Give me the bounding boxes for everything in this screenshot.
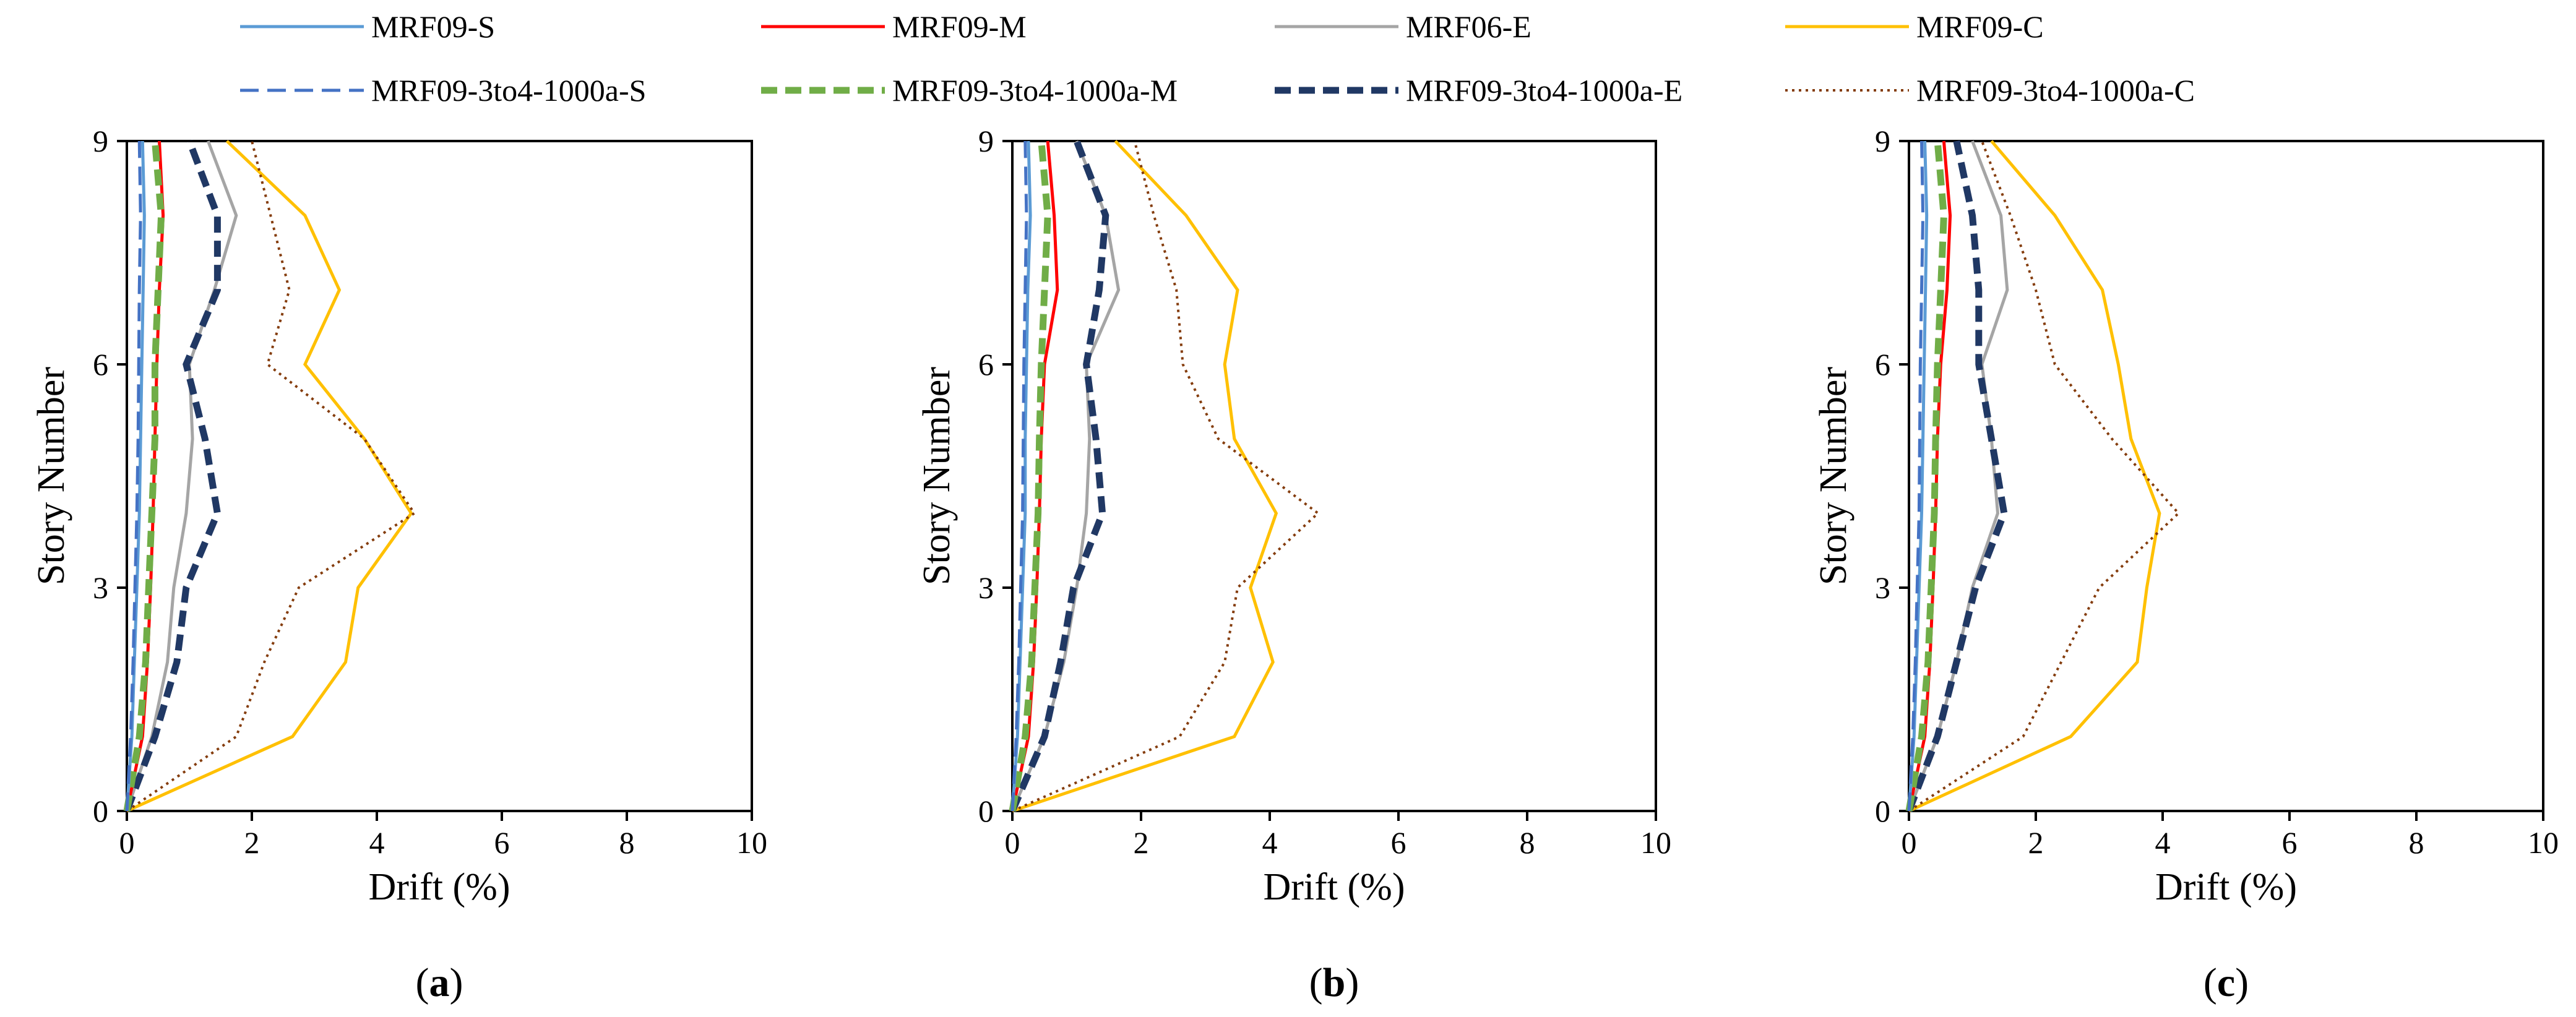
x-tick-label: 4 bbox=[1262, 825, 1278, 860]
x-tick-label: 2 bbox=[2028, 825, 2044, 860]
x-tick-label: 10 bbox=[1640, 825, 1671, 860]
x-tick-label: 10 bbox=[2528, 825, 2559, 860]
x-tick-label: 0 bbox=[1005, 825, 1020, 860]
panel-c: 0 2 4 6 8 10 0 3 6 9 Drift (%) Story Number (c) bbox=[1812, 124, 2559, 1005]
panel-caption: (b) bbox=[1309, 960, 1359, 1005]
x-axis-label: Drift (%) bbox=[369, 866, 510, 908]
legend-label-mrf06-e: MRF06-E bbox=[1406, 9, 1531, 44]
y-tick-label: 0 bbox=[93, 794, 108, 828]
y-tick-label: 9 bbox=[93, 124, 108, 158]
series-lines bbox=[1009, 140, 1320, 813]
series-lines bbox=[123, 140, 416, 813]
panels: 0 2 4 6 8 10 0 3 6 9 Drift (%) Story Number (a) 0 2 4 6 8… bbox=[30, 124, 2559, 1005]
x-tick-label: 8 bbox=[1520, 825, 1535, 860]
legend-label-mrf09-m: MRF09-M bbox=[892, 9, 1027, 44]
x-tick-label: 0 bbox=[119, 825, 135, 860]
series-line-mrf09-c bbox=[1012, 140, 1278, 813]
legend-label-mrf09-3to4-1000a-m: MRF09-3to4-1000a-M bbox=[892, 73, 1178, 108]
legend-label-mrf09-3to4-1000a-c: MRF09-3to4-1000a-C bbox=[1916, 73, 2195, 108]
panel-caption: (c) bbox=[2203, 960, 2249, 1005]
series-line-mrf09-c bbox=[1908, 140, 2161, 813]
x-tick-label: 4 bbox=[369, 825, 385, 860]
x-tick-label: 6 bbox=[2282, 825, 2298, 860]
legend-label-mrf09-3to4-1000a-e: MRF09-3to4-1000a-E bbox=[1406, 73, 1682, 108]
panel-b: 0 2 4 6 8 10 0 3 6 9 Drift (%) Story Number (b) bbox=[916, 124, 1671, 1005]
legend-label-mrf09-c: MRF09-C bbox=[1916, 9, 2044, 44]
series-lines bbox=[1905, 140, 2181, 813]
plot-frame bbox=[126, 140, 753, 812]
series-line-mrf09-3to4-1000a-m bbox=[1009, 140, 1051, 812]
legend-entry-mrf09-3to4-1000a-c: MRF09-3to4-1000a-C bbox=[1785, 73, 2195, 108]
series-line-mrf09-m bbox=[1010, 140, 1059, 812]
plot-frame bbox=[1908, 140, 2544, 812]
legend-entry-mrf09-3to4-1000a-s: MRF09-3to4-1000a-S bbox=[240, 73, 646, 108]
x-tick-label: 2 bbox=[244, 825, 260, 860]
x-tick-label: 6 bbox=[1391, 825, 1406, 860]
y-tick-label: 9 bbox=[978, 124, 994, 158]
series-line-mrf06-e bbox=[125, 140, 238, 812]
y-tick-label: 6 bbox=[93, 347, 108, 382]
legend: MRF09-S MRF09-M MRF06-E MRF09-C MRF09-3to4-1… bbox=[240, 9, 2195, 108]
x-tick-label: 10 bbox=[736, 825, 767, 860]
series-line-mrf09-3to4-1000a-s bbox=[125, 140, 142, 812]
series-line-mrf09-3to4-1000a-s bbox=[1907, 140, 1925, 812]
series-line-mrf09-c bbox=[126, 140, 413, 813]
plot-frame bbox=[1011, 140, 1657, 812]
legend-label-mrf09-3to4-1000a-s: MRF09-3to4-1000a-S bbox=[371, 73, 646, 108]
series-line-mrf09-3to4-1000a-c bbox=[1012, 140, 1320, 812]
legend-entry-mrf09-s: MRF09-S bbox=[240, 9, 495, 44]
series-line-mrf09-3to4-1000a-c bbox=[126, 140, 416, 812]
y-tick-label: 3 bbox=[93, 570, 108, 605]
y-tick-label: 6 bbox=[1875, 347, 1890, 382]
legend-entry-mrf09-m: MRF09-M bbox=[761, 9, 1027, 44]
x-axis-label: Drift (%) bbox=[1264, 866, 1405, 908]
series-line-mrf09-3to4-1000a-e bbox=[1905, 140, 2008, 812]
y-tick-label: 9 bbox=[1875, 124, 1890, 158]
legend-label-mrf09-s: MRF09-S bbox=[371, 9, 495, 44]
y-axis-label: Story Number bbox=[30, 367, 72, 585]
panel-a: 0 2 4 6 8 10 0 3 6 9 Drift (%) Story Number (a) bbox=[30, 124, 767, 1005]
x-tick-label: 6 bbox=[494, 825, 510, 860]
panel-caption: (a) bbox=[416, 960, 463, 1005]
series-line-mrf09-3to4-1000a-e bbox=[1009, 140, 1109, 813]
y-tick-label: 3 bbox=[978, 570, 994, 605]
y-axis-label: Story Number bbox=[916, 367, 958, 585]
y-tick-label: 0 bbox=[1875, 794, 1890, 828]
legend-entry-mrf06-e: MRF06-E bbox=[1275, 9, 1531, 44]
series-line-mrf09-3to4-1000a-m bbox=[1905, 140, 1947, 812]
y-tick-label: 6 bbox=[978, 347, 994, 382]
series-line-mrf06-e bbox=[1010, 140, 1121, 812]
x-axis-label: Drift (%) bbox=[2155, 866, 2297, 908]
series-line-mrf09-3to4-1000a-c bbox=[1908, 140, 2181, 812]
legend-entry-mrf09-3to4-1000a-m: MRF09-3to4-1000a-M bbox=[761, 73, 1178, 108]
series-line-mrf09-m bbox=[1907, 140, 1952, 812]
legend-entry-mrf09-c: MRF09-C bbox=[1785, 9, 2044, 44]
x-tick-label: 2 bbox=[1134, 825, 1149, 860]
x-tick-label: 8 bbox=[2409, 825, 2424, 860]
series-line-mrf09-3to4-1000a-s bbox=[1010, 140, 1028, 812]
x-tick-label: 8 bbox=[619, 825, 635, 860]
series-line-mrf09-3to4-1000a-e bbox=[123, 140, 222, 812]
legend-entry-mrf09-3to4-1000a-e: MRF09-3to4-1000a-E bbox=[1275, 73, 1682, 108]
y-axis-label: Story Number bbox=[1812, 367, 1854, 585]
y-tick-label: 0 bbox=[978, 794, 994, 828]
x-tick-label: 0 bbox=[1902, 825, 1917, 860]
series-line-mrf09-3to4-1000a-m bbox=[123, 140, 165, 812]
x-tick-label: 4 bbox=[2155, 825, 2171, 860]
y-tick-label: 3 bbox=[1875, 570, 1890, 605]
